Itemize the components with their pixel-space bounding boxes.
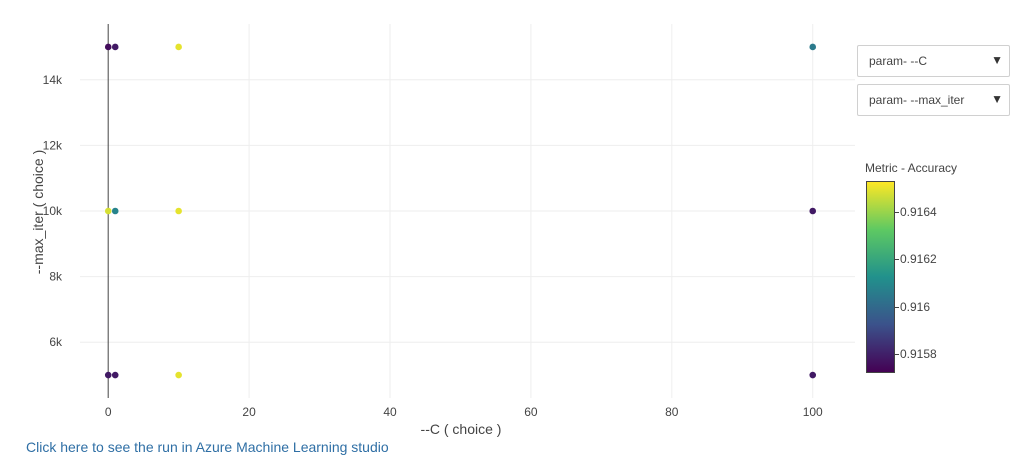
scatter-point[interactable] <box>104 43 112 51</box>
scatter-point[interactable] <box>111 207 119 215</box>
x-tick-label: 20 <box>242 405 256 419</box>
x-param-dropdown-label: param- --C <box>869 54 928 68</box>
x-tick-label: 80 <box>665 405 679 419</box>
y-param-dropdown-label: param- --max_iter <box>869 93 965 107</box>
axis-layer: 0 20 40 60 80 100 6k 8k 10k 12k 14k <box>43 24 823 419</box>
scatter-point[interactable] <box>175 207 182 215</box>
colorbar-tick-mark <box>895 306 899 308</box>
colorbar-tick-label: 0.916 <box>900 299 931 314</box>
x-param-dropdown[interactable]: param- --C ▼ <box>857 45 1010 77</box>
colorbar-tick-mark <box>895 259 899 261</box>
point-layer <box>104 43 817 379</box>
y-tick-label: 10k <box>43 204 63 218</box>
y-tick-label: 14k <box>43 73 63 87</box>
x-axis-title: --C ( choice ) <box>421 421 502 437</box>
scatter-point[interactable] <box>175 371 182 379</box>
scatter-point[interactable] <box>809 207 817 215</box>
y-tick-label: 6k <box>49 335 63 349</box>
grid-layer <box>80 24 855 398</box>
x-tick-label: 60 <box>524 405 538 419</box>
scatter-point[interactable] <box>111 371 119 379</box>
y-param-dropdown[interactable]: param- --max_iter ▼ <box>857 84 1010 116</box>
colorbar-tick-label: 0.9158 <box>900 347 937 362</box>
chevron-down-icon: ▼ <box>991 53 1003 67</box>
scatter-point[interactable] <box>104 207 112 215</box>
colorbar-tick-label: 0.9162 <box>900 252 937 267</box>
colorbar <box>866 181 895 373</box>
scatter-point[interactable] <box>175 43 182 51</box>
scatter-point[interactable] <box>111 43 119 51</box>
y-tick-label: 12k <box>43 138 63 152</box>
x-tick-label: 100 <box>803 405 823 419</box>
x-tick-label: 0 <box>105 405 112 419</box>
colorbar-title: Metric - Accuracy <box>865 161 958 175</box>
scatter-point[interactable] <box>104 371 112 379</box>
colorbar-tick-mark <box>895 354 899 356</box>
colorbar-tick-mark <box>895 211 899 213</box>
y-tick-label: 8k <box>49 270 63 284</box>
x-tick-label: 40 <box>383 405 397 419</box>
y-axis-title: --max_iter ( choice ) <box>30 150 46 274</box>
scatter-point[interactable] <box>809 43 817 51</box>
scatter-point[interactable] <box>809 371 817 379</box>
chevron-down-icon: ▼ <box>991 92 1003 106</box>
azure-ml-studio-link[interactable]: Click here to see the run in Azure Machi… <box>26 439 389 455</box>
colorbar-tick-label: 0.9164 <box>900 204 937 219</box>
